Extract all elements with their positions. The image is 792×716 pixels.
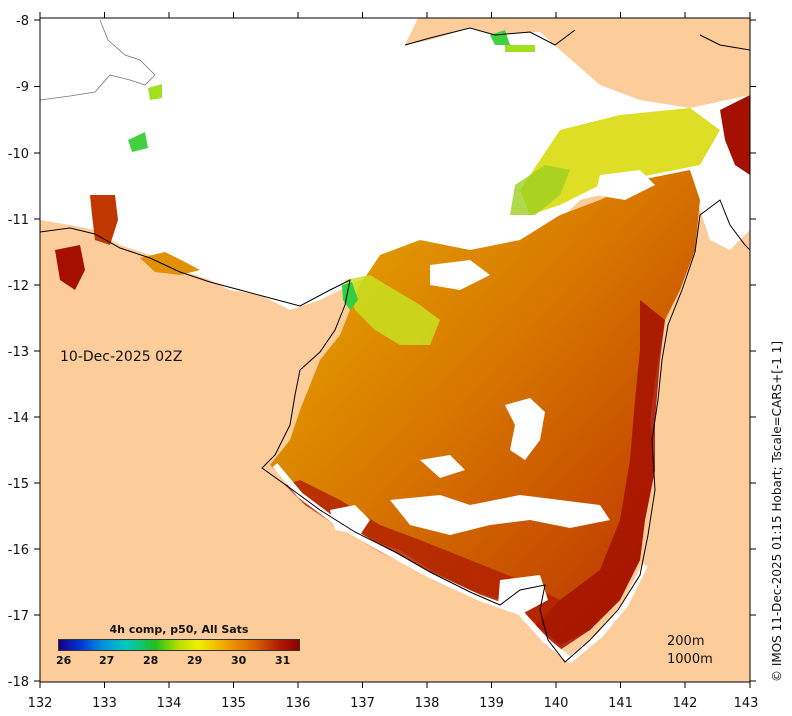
cloud-gap-7: [498, 575, 548, 615]
y-tick-label: -16: [8, 543, 29, 558]
y-tick-label: -9: [16, 80, 29, 95]
contour-label-200m: 200m: [667, 634, 705, 649]
y-tick-label: -15: [8, 477, 29, 492]
x-axis: 132 133 134 135 136 137 138 139 140 141 …: [28, 12, 759, 711]
cloud-gap-2: [390, 495, 610, 535]
x-tick-label: 139: [479, 696, 504, 711]
y-tick-label: -13: [8, 345, 29, 360]
legend-tick: 26: [56, 654, 72, 667]
cloud-gap-4: [420, 455, 465, 478]
cool-strip-coast: [342, 282, 358, 310]
x-tick-label: 135: [221, 696, 246, 711]
timestamp-label: 10-Dec-2025 02Z: [60, 349, 183, 365]
patch-green-2: [148, 84, 162, 100]
y-tick-label: -18: [8, 675, 29, 690]
x-tick-label: 134: [157, 696, 182, 711]
colorbar: [58, 639, 300, 651]
credit-text: © IMOS 11-Dec-2025 01:15 Hobart; Tscale=…: [770, 340, 784, 682]
patch-east-hot: [720, 95, 750, 175]
coastline-gulf: [40, 199, 750, 663]
patch-green-4: [505, 45, 535, 52]
x-tick-label: 137: [350, 696, 375, 711]
map-frame: [39, 17, 751, 683]
cloud-gap-3: [505, 398, 545, 460]
x-tick-label: 132: [28, 696, 53, 711]
y-tick-label: -14: [8, 411, 29, 426]
y-axis: -8 -9 -10 -11 -12 -13 -14 -15 -16 -17 -1…: [8, 14, 756, 690]
legend-tick: 29: [187, 654, 203, 667]
cloud-gap-5: [595, 170, 655, 200]
x-tick-label: 142: [673, 696, 698, 711]
y-tick-label: -17: [8, 609, 29, 624]
y-tick-label: -10: [8, 147, 29, 162]
y-tick-label: -11: [8, 213, 29, 228]
x-tick-label: 136: [286, 696, 311, 711]
x-tick-label: 138: [415, 696, 440, 711]
contour-label-1000m: 1000m: [667, 652, 713, 667]
x-tick-label: 140: [544, 696, 569, 711]
patch-small-orange: [140, 252, 200, 275]
x-tick-label: 141: [608, 696, 633, 711]
cool-patch-north: [520, 108, 720, 215]
legend-tick: 31: [275, 654, 291, 667]
legend-tick: 30: [231, 654, 247, 667]
coastline-north: [404, 27, 750, 51]
cool-patch-west: [345, 275, 440, 345]
x-tick-label: 143: [734, 696, 759, 711]
cloud-gap-6: [430, 260, 490, 290]
patch-west-2: [90, 195, 118, 245]
legend-tick: 28: [143, 654, 159, 667]
legend-tick: 27: [99, 654, 115, 667]
x-tick-label: 133: [92, 696, 117, 711]
hot-coastal-band: [535, 300, 665, 650]
y-tick-label: -12: [8, 279, 29, 294]
legend-title: 4h comp, p50, All Sats: [109, 623, 249, 636]
y-tick-label: -8: [16, 14, 29, 29]
patch-west-coast: [55, 245, 85, 290]
island-outline: [40, 19, 156, 101]
cool-patch-green: [510, 165, 570, 215]
no-data-region-north: [40, 18, 750, 310]
patch-green-1: [128, 132, 148, 152]
